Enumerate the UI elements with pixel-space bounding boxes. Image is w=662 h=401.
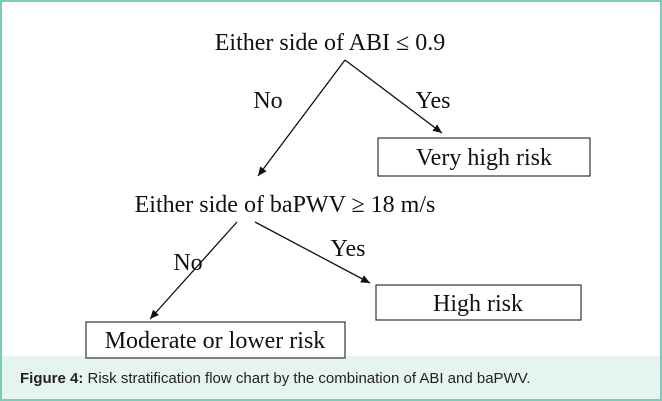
edge-no-2: No [173,250,202,276]
edge-yes-1: Yes [416,88,451,114]
edge-yes-2: Yes [331,236,366,262]
caption: Figure 4: Risk stratification flow chart… [20,370,531,387]
outcome-high: High risk [433,291,523,317]
box-moderate [85,321,346,359]
arrow-yes-1 [344,59,443,134]
edge-no-1: No [253,88,282,114]
outcome-very-high: Very high risk [416,145,552,171]
box-very-high [377,137,591,177]
caption-band [2,356,660,399]
decision-1: Either side of ABI ≤ 0.9 [215,30,445,56]
arrow-no-2 [149,221,238,320]
decision-2: Either side of baPWV ≥ 18 m/s [135,192,436,218]
outcome-moderate: Moderate or lower risk [105,328,326,354]
arrow-yes-2 [254,221,371,284]
caption-label: Figure 4: [20,370,83,387]
caption-text: Risk stratification flow chart by the co… [83,370,530,387]
arrow-no-1 [257,59,346,177]
box-high [375,284,582,321]
